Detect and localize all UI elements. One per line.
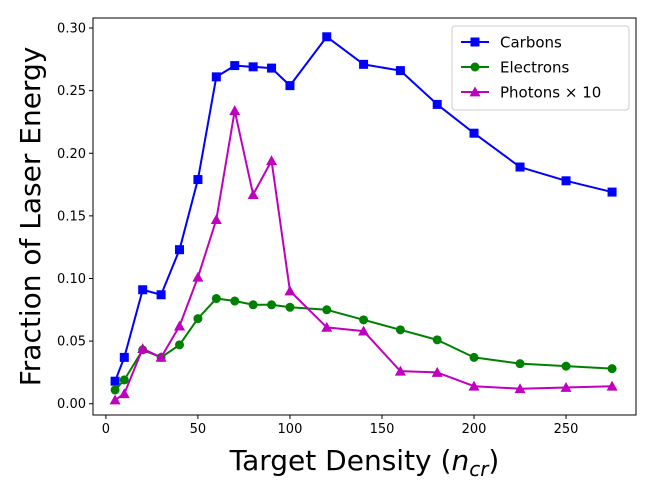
carbons-data-point	[175, 245, 185, 255]
carbons-data-point	[285, 81, 295, 91]
photons-data-point	[192, 271, 204, 282]
carbons-data-point	[138, 285, 148, 295]
electrons-data-point	[248, 300, 258, 310]
carbons-data-point	[322, 32, 332, 42]
legend-frame	[451, 25, 630, 111]
legend-item-electrons: Electrons	[461, 59, 570, 77]
legend-label-electrons: Electrons	[500, 59, 570, 77]
legend-label-photons: Photons × 10	[500, 84, 601, 102]
photons-data-point	[174, 320, 186, 331]
electrons-data-point	[285, 302, 295, 312]
x-tick-label: 0	[102, 422, 110, 437]
x-tick-label: 200	[462, 422, 487, 437]
electrons-data-point	[211, 294, 221, 304]
series-layer	[109, 32, 618, 405]
x-tick-label: 50	[190, 422, 207, 437]
carbons-data-point	[515, 162, 525, 172]
y-axis-label: Fraction of Laser Energy	[14, 47, 47, 387]
legend-item-carbons: Carbons	[461, 34, 562, 52]
electrons-data-point	[561, 361, 571, 371]
series-carbons	[110, 32, 617, 386]
electrons-data-point	[230, 296, 240, 306]
photons-data-point	[358, 325, 370, 336]
electrons-data-point	[322, 305, 332, 315]
photons-data-point	[606, 380, 618, 391]
carbons-data-point	[607, 187, 617, 197]
carbons-data-point	[469, 128, 479, 138]
y-tick-label: 0.05	[57, 335, 86, 350]
legend-marker-photons	[469, 86, 481, 97]
electrons-data-point	[110, 385, 120, 395]
electrons-line	[114, 297, 613, 391]
photons-data-point	[210, 214, 222, 225]
photons-data-point	[137, 343, 149, 354]
carbons-data-point	[156, 290, 166, 300]
electrons-data-point	[175, 340, 185, 350]
legend-marker-electrons	[470, 62, 480, 72]
electrons-data-point	[432, 335, 442, 345]
photons-data-point	[118, 388, 130, 399]
carbons-data-point	[230, 61, 240, 71]
photons-data-point	[109, 394, 121, 405]
x-axis-label-suffix: )	[488, 444, 499, 477]
photons-data-point	[266, 155, 278, 166]
y-tick-label: 0.30	[57, 22, 86, 37]
y-axis-ticks: 0.00 0.05 0.10 0.15 0.20 0.25 0.30	[57, 22, 93, 412]
carbons-data-point	[211, 72, 221, 82]
photons-line	[114, 109, 613, 401]
y-tick-label: 0.00	[57, 397, 86, 412]
legend: Carbons Electrons Photons × 10	[451, 25, 630, 111]
series-photons	[109, 105, 618, 405]
photons-data-point	[514, 383, 526, 394]
carbons-data-point	[248, 62, 258, 72]
carbons-data-point	[267, 63, 277, 73]
x-tick-label: 150	[370, 422, 395, 437]
electrons-data-point	[267, 300, 277, 310]
electrons-data-point	[607, 364, 617, 374]
electrons-data-point	[395, 325, 405, 335]
carbons-data-point	[193, 175, 203, 185]
y-tick-label: 0.25	[57, 84, 86, 99]
y-tick-label: 0.15	[57, 209, 86, 224]
x-axis-label: Target Density (ncr)	[229, 444, 500, 481]
legend-label-carbons: Carbons	[500, 34, 562, 52]
photons-data-point	[431, 366, 443, 377]
photons-data-point	[321, 321, 333, 332]
electrons-data-point	[515, 359, 525, 369]
x-axis-label-math: n	[451, 444, 469, 477]
legend-item-photons: Photons × 10	[461, 84, 601, 102]
electrons-data-point	[119, 375, 129, 385]
electrons-data-point	[193, 314, 203, 324]
carbons-data-point	[395, 66, 405, 76]
carbons-data-point	[359, 59, 369, 69]
x-axis-label-text: Target Density (	[229, 444, 452, 477]
electrons-data-point	[359, 315, 369, 325]
photons-data-point	[394, 365, 406, 376]
y-tick-label: 0.10	[57, 272, 86, 287]
photons-data-point	[468, 380, 480, 391]
electrons-data-point	[469, 352, 479, 362]
carbons-data-point	[432, 99, 442, 109]
carbons-data-point	[119, 352, 129, 362]
x-tick-label: 250	[554, 422, 579, 437]
x-tick-label: 100	[278, 422, 303, 437]
plot-frame	[92, 17, 637, 416]
y-tick-label: 0.20	[57, 147, 86, 162]
photons-data-point	[247, 189, 259, 199]
photons-data-point	[229, 105, 241, 116]
photons-data-point	[284, 285, 296, 296]
legend-marker-carbons	[470, 37, 480, 47]
photons-data-point	[560, 381, 572, 392]
carbons-data-point	[110, 376, 120, 386]
carbons-data-point	[561, 176, 571, 186]
x-axis-label-subscript: cr	[469, 457, 490, 481]
photons-data-point	[155, 351, 167, 362]
x-axis-ticks: 0 50 100 150 200 250	[102, 415, 579, 437]
